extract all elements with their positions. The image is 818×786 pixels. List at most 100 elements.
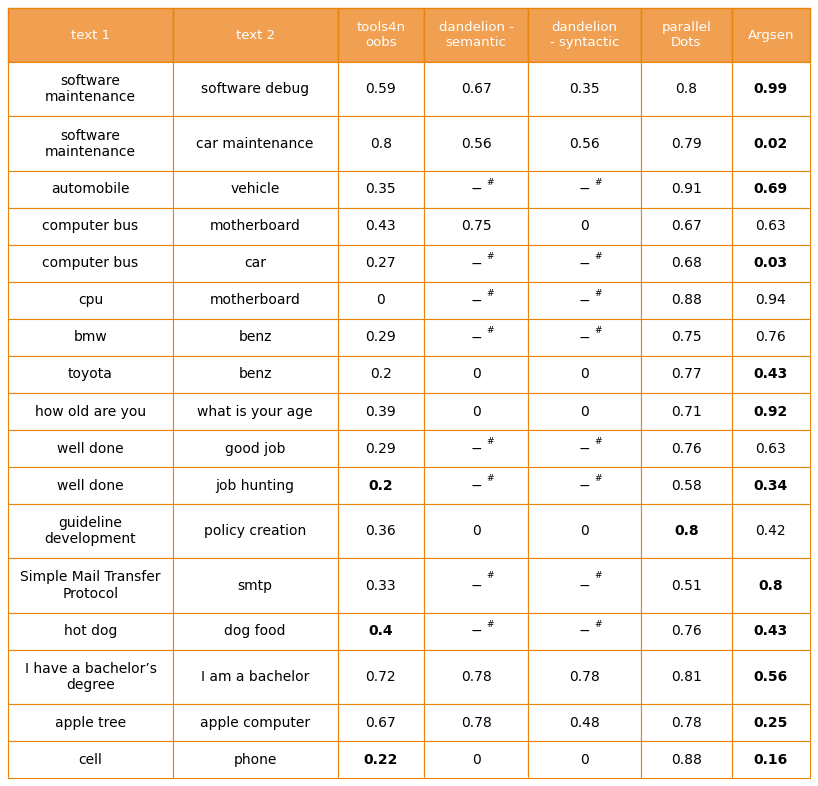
Text: 0.8: 0.8 xyxy=(674,524,699,538)
Text: −: − xyxy=(578,624,591,638)
Text: #: # xyxy=(486,437,493,446)
Text: 0.22: 0.22 xyxy=(364,753,398,766)
Bar xyxy=(338,208,425,245)
Bar xyxy=(425,650,528,704)
Bar xyxy=(640,282,732,319)
Text: software debug: software debug xyxy=(201,83,309,97)
Text: 0.99: 0.99 xyxy=(753,83,788,97)
Bar xyxy=(732,171,810,208)
Bar xyxy=(425,504,528,558)
Bar xyxy=(732,282,810,319)
Bar xyxy=(8,171,173,208)
Text: what is your age: what is your age xyxy=(197,405,313,418)
Text: 0: 0 xyxy=(472,524,480,538)
Text: benz: benz xyxy=(238,368,272,381)
Bar xyxy=(425,171,528,208)
Bar xyxy=(173,613,338,650)
Text: #: # xyxy=(486,571,493,580)
Bar xyxy=(8,319,173,356)
Text: #: # xyxy=(486,289,493,298)
Text: #: # xyxy=(595,178,602,187)
Text: cell: cell xyxy=(79,753,102,766)
Bar xyxy=(8,8,173,62)
Bar xyxy=(173,430,338,467)
Text: 0.56: 0.56 xyxy=(569,137,600,151)
Bar xyxy=(732,319,810,356)
Bar xyxy=(732,558,810,613)
Text: well done: well done xyxy=(57,479,124,493)
Bar xyxy=(338,282,425,319)
Text: 0.75: 0.75 xyxy=(671,330,702,344)
Bar xyxy=(640,171,732,208)
Text: 0.63: 0.63 xyxy=(756,442,786,456)
Text: 0.78: 0.78 xyxy=(461,715,492,729)
Bar xyxy=(8,116,173,171)
Text: #: # xyxy=(486,252,493,261)
Bar xyxy=(8,467,173,504)
Text: how old are you: how old are you xyxy=(35,405,146,418)
Bar xyxy=(425,356,528,393)
Bar xyxy=(732,504,810,558)
Bar xyxy=(732,116,810,171)
Bar xyxy=(173,393,338,430)
Text: policy creation: policy creation xyxy=(204,524,306,538)
Text: −: − xyxy=(470,442,482,456)
Text: 0.67: 0.67 xyxy=(366,715,396,729)
Bar xyxy=(173,504,338,558)
Bar xyxy=(173,245,338,282)
Text: 0.81: 0.81 xyxy=(671,670,702,684)
Text: dandelion -
semantic: dandelion - semantic xyxy=(438,21,514,49)
Bar xyxy=(732,208,810,245)
Bar xyxy=(640,467,732,504)
Bar xyxy=(528,430,640,467)
Bar xyxy=(338,741,425,778)
Bar xyxy=(425,208,528,245)
Text: 0.8: 0.8 xyxy=(370,137,392,151)
Text: I am a bachelor: I am a bachelor xyxy=(201,670,309,684)
Bar xyxy=(528,116,640,171)
Bar xyxy=(425,613,528,650)
Bar xyxy=(8,62,173,116)
Text: automobile: automobile xyxy=(52,182,130,196)
Bar xyxy=(338,613,425,650)
Bar xyxy=(640,613,732,650)
Text: hot dog: hot dog xyxy=(64,624,117,638)
Text: Argsen: Argsen xyxy=(748,28,794,42)
Bar xyxy=(338,558,425,613)
Text: car: car xyxy=(244,256,266,270)
Text: 0.94: 0.94 xyxy=(756,293,786,307)
Text: −: − xyxy=(578,479,591,493)
Bar xyxy=(425,558,528,613)
Bar xyxy=(640,62,732,116)
Text: −: − xyxy=(578,442,591,456)
Bar xyxy=(528,208,640,245)
Text: toyota: toyota xyxy=(68,368,113,381)
Text: 0.36: 0.36 xyxy=(366,524,396,538)
Text: 0.35: 0.35 xyxy=(569,83,600,97)
Text: 0.92: 0.92 xyxy=(753,405,788,418)
Bar xyxy=(173,171,338,208)
Text: #: # xyxy=(595,620,602,629)
Bar xyxy=(8,245,173,282)
Text: guideline
development: guideline development xyxy=(45,516,137,546)
Bar xyxy=(528,393,640,430)
Text: 0.2: 0.2 xyxy=(369,479,393,493)
Text: 0.35: 0.35 xyxy=(366,182,396,196)
Bar xyxy=(8,741,173,778)
Text: 0.56: 0.56 xyxy=(461,137,492,151)
Text: dandelion
- syntactic: dandelion - syntactic xyxy=(550,21,619,49)
Bar xyxy=(173,8,338,62)
Bar xyxy=(640,650,732,704)
Bar xyxy=(528,467,640,504)
Text: apple tree: apple tree xyxy=(55,715,126,729)
Bar xyxy=(528,171,640,208)
Text: 0.75: 0.75 xyxy=(461,219,492,233)
Text: text 1: text 1 xyxy=(71,28,110,42)
Text: 0.68: 0.68 xyxy=(671,256,702,270)
Bar xyxy=(732,650,810,704)
Bar xyxy=(338,650,425,704)
Text: 0.88: 0.88 xyxy=(671,293,702,307)
Text: motherboard: motherboard xyxy=(209,219,300,233)
Text: 0.67: 0.67 xyxy=(461,83,492,97)
Text: job hunting: job hunting xyxy=(216,479,294,493)
